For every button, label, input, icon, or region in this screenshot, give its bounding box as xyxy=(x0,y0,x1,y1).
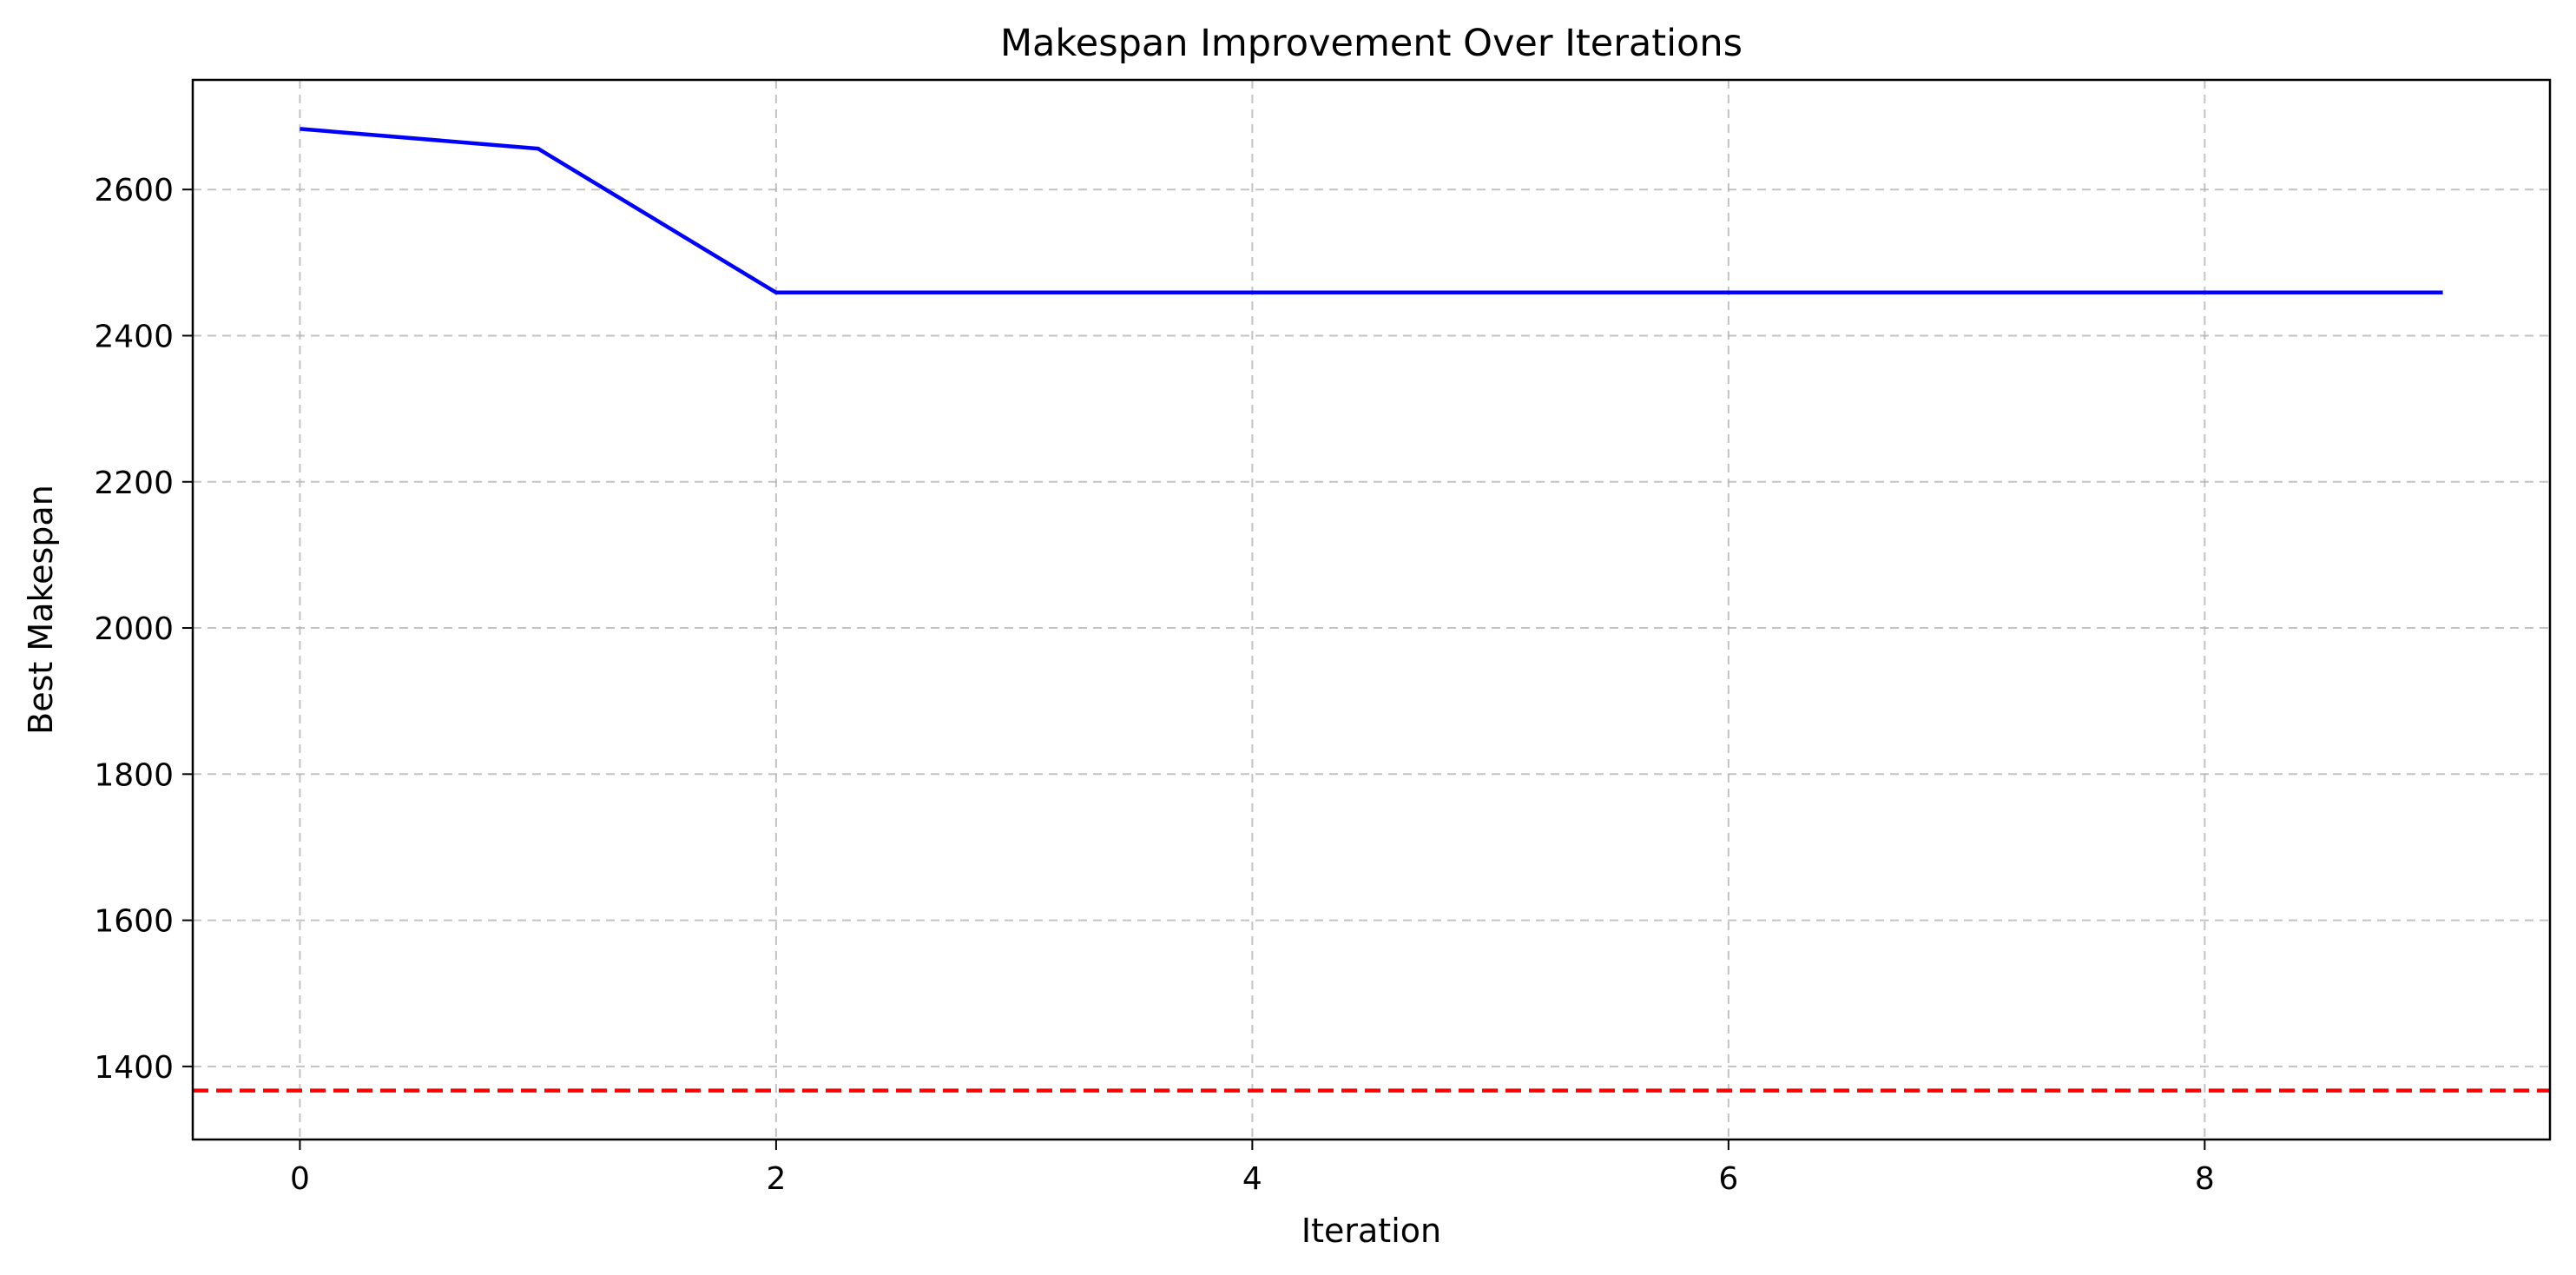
y-tick-label: 2200 xyxy=(94,466,174,501)
y-axis-label: Best Makespan xyxy=(22,485,60,735)
y-tick-label: 2400 xyxy=(94,319,174,354)
x-tick-label: 6 xyxy=(1718,1161,1738,1197)
x-tick-label: 0 xyxy=(290,1161,310,1197)
series-line xyxy=(300,127,2443,295)
y-tick-label: 1800 xyxy=(94,757,174,793)
chart-title: Makespan Improvement Over Iterations xyxy=(1000,22,1743,65)
y-tick-label: 2000 xyxy=(94,611,174,647)
x-tick-label: 8 xyxy=(2195,1161,2215,1197)
y-tick-label: 2600 xyxy=(94,173,174,208)
x-axis-label: Iteration xyxy=(1301,1212,1441,1250)
y-tick-label: 1400 xyxy=(94,1050,174,1086)
x-tick-label: 2 xyxy=(766,1161,786,1197)
x-tick-label: 4 xyxy=(1242,1161,1262,1197)
series-layer xyxy=(193,127,2550,1093)
plot-frame xyxy=(191,78,2552,1141)
tick-layer: 0 2 4 6 8 1400 1600 1800 2000 2200 2400 2600 xyxy=(94,173,2214,1197)
grid-layer xyxy=(193,80,2550,1140)
y-tick-label: 1600 xyxy=(94,904,174,940)
